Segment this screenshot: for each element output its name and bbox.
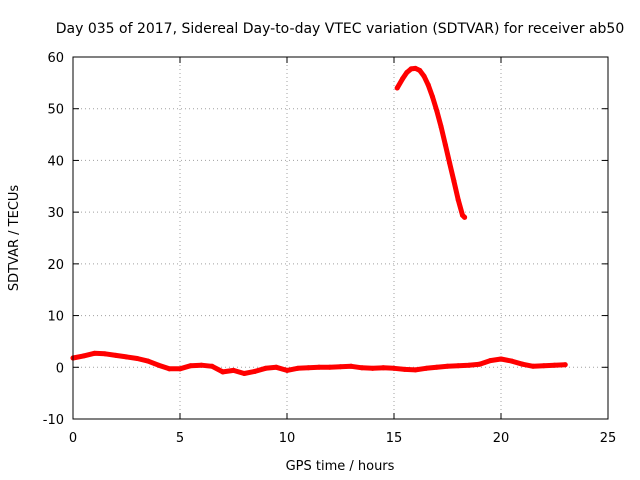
y-tick-label: 40 [47,154,64,169]
data-point [295,365,301,371]
x-tick-label: 5 [176,431,184,446]
data-point [402,366,408,372]
data-point [408,66,414,72]
data-point [394,85,400,91]
data-point [338,364,343,370]
data-point [284,367,290,373]
data-point [359,365,365,371]
data-point [455,363,461,369]
data-point [198,362,204,368]
data-point [412,65,418,71]
data-point [348,363,354,369]
data-point [404,70,410,76]
y-tick-label: 20 [47,258,64,273]
data-point [124,354,129,360]
data-point [562,362,568,368]
data-point [305,365,311,371]
y-tick-label: 10 [47,310,64,325]
data-point [519,361,525,367]
data-point [423,365,429,371]
data-point [391,365,397,371]
data-point [442,142,448,148]
y-tick-label: 30 [47,206,64,221]
x-tick-label: 25 [600,431,617,446]
data-point [81,353,87,359]
data-point [434,108,440,114]
series-layer [70,65,568,376]
data-point [462,214,468,220]
y-tick-label: 0 [56,361,64,376]
data-point [455,197,461,203]
data-point [509,358,515,364]
data-point [445,363,450,369]
y-tick-label: 50 [47,103,64,118]
data-point [177,366,183,372]
data-point [102,351,108,357]
data-point [498,356,504,362]
data-point [316,364,322,370]
data-point [412,367,418,373]
data-point [541,363,547,369]
x-tick-label: 20 [493,431,510,446]
data-point [145,358,151,364]
y-tick-label: -10 [43,413,64,428]
data-point [466,362,472,368]
data-point [434,364,440,370]
x-axis-label: GPS time / hours [286,459,395,474]
data-point [327,364,333,370]
data-point [156,362,162,368]
data-point [134,355,140,361]
y-axis-label: SDTVAR / TECUs [7,185,22,292]
data-point [252,368,258,374]
plot-frame [72,56,609,420]
data-point [552,362,557,368]
data-point [530,363,536,369]
x-tick-label: 15 [386,431,403,446]
data-point [430,94,436,100]
data-point [263,365,269,371]
data-point [380,365,386,371]
data-point [166,366,172,372]
x-tick-label: 0 [69,431,77,446]
data-point [188,363,194,369]
data-point [487,358,493,364]
data-point [421,73,427,79]
data-point [425,82,431,88]
data-point [417,67,423,73]
data-point [220,369,226,375]
series-line-1 [70,350,568,376]
data-point [477,361,483,367]
data-point [447,160,453,166]
data-point [273,364,279,370]
data-point [451,178,457,184]
data-point [241,370,247,376]
tick-layer: 0 5 10 15 20 25 -10 0 10 20 30 40 50 60 [43,51,617,446]
data-point [91,350,97,356]
data-point [370,365,376,371]
chart-title: Day 035 of 2017, Sidereal Day-to-day VTE… [56,21,625,37]
x-tick-label: 10 [279,431,296,446]
grid [73,57,608,419]
series-line-2 [394,65,468,220]
data-point [231,367,236,373]
y-tick-label: 60 [47,51,64,66]
data-point [438,124,444,130]
data-point [113,352,119,358]
data-point [209,363,215,369]
data-point [400,76,406,82]
